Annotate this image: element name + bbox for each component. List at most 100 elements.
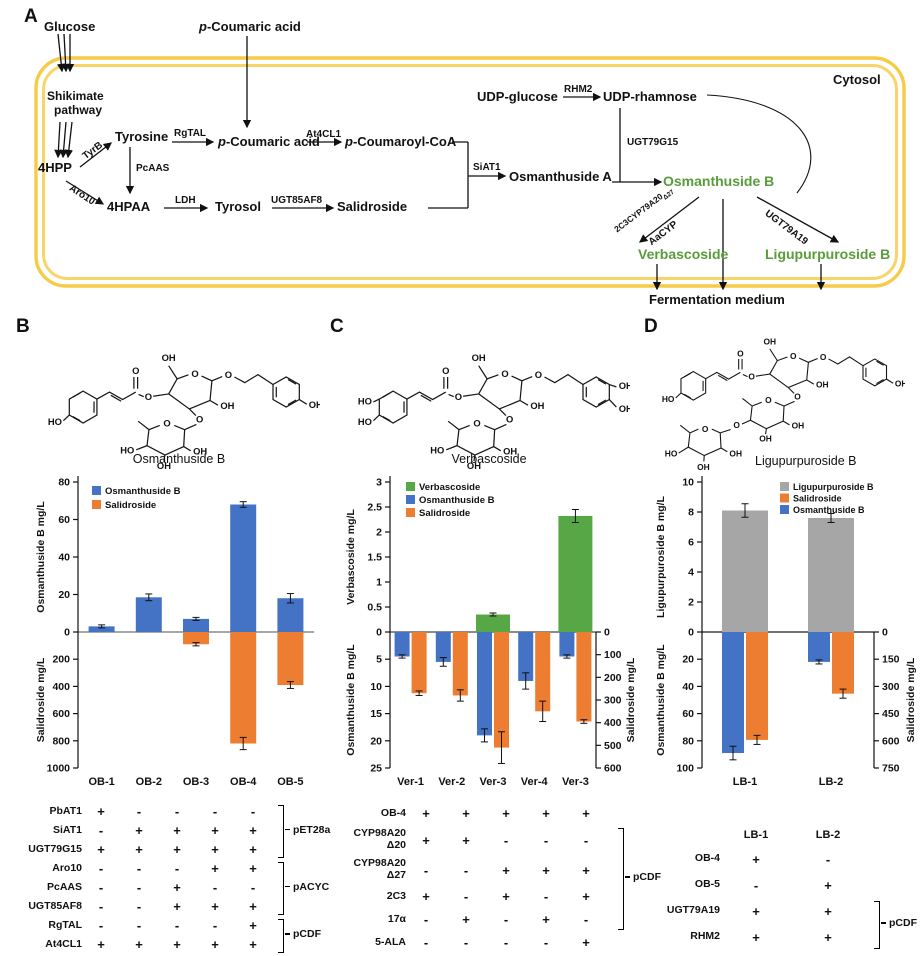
atom-label-o: O bbox=[765, 395, 772, 405]
bar-osmanthuside-b bbox=[808, 632, 830, 662]
chart-text: Osmanthuside B mg/L bbox=[35, 501, 47, 613]
condition-table-d: LB-1 LB-2 OB-4 + - OB-5 - + UGT79A19 + + RHM2 + + pCDF bbox=[662, 824, 917, 950]
presence-mark: + bbox=[502, 889, 510, 904]
presence-mark: + bbox=[211, 937, 219, 952]
table-row: PcAAS - - + - - bbox=[20, 878, 325, 897]
osmanthuside-b-structure: OH O O O O HO OH OH O O HO OH OH bbox=[48, 352, 320, 471]
bar-salidroside bbox=[832, 632, 854, 694]
presence-mark: + bbox=[422, 889, 430, 904]
enzyme-rhm2: RHM2 bbox=[564, 84, 593, 95]
presence-mark: - bbox=[98, 861, 104, 876]
presence-mark: + bbox=[582, 935, 590, 950]
chart-text: Ver-1 bbox=[397, 776, 424, 788]
table-row: UGT85AF8 - - + + + bbox=[20, 897, 325, 916]
node-udp-rhamnose: UDP-rhamnose bbox=[603, 89, 697, 104]
chart-text: 2 bbox=[376, 527, 382, 539]
chart-text: 600 bbox=[882, 735, 900, 747]
bar-osmanthuside-b bbox=[394, 632, 410, 657]
bar-osmanthuside-b bbox=[183, 618, 209, 632]
chart-text: OB-5 bbox=[277, 776, 303, 788]
presence-mark: + bbox=[135, 937, 143, 952]
legend-swatch-osmanthuside-b bbox=[92, 486, 101, 495]
presence-mark: - bbox=[583, 912, 589, 927]
chart-text: 400 bbox=[604, 717, 622, 729]
presence-mark: + bbox=[502, 806, 510, 821]
atom-label-o: O bbox=[820, 352, 827, 362]
presence-mark: - bbox=[825, 851, 831, 867]
presence-mark: + bbox=[824, 877, 832, 893]
label-fermentation-medium: Fermentation medium bbox=[649, 292, 785, 307]
pathway-arrows bbox=[54, 33, 840, 291]
atom-label-o: O bbox=[748, 372, 755, 382]
node-verbascoside: Verbascoside bbox=[638, 246, 729, 262]
bar-salidroside bbox=[411, 632, 427, 694]
chart-text: 750 bbox=[882, 763, 900, 775]
presence-mark: + bbox=[582, 806, 590, 821]
atom-label-oh: OH bbox=[467, 460, 481, 471]
table-row: RHM2 + + bbox=[662, 924, 912, 950]
presence-mark: - bbox=[136, 804, 142, 819]
presence-mark: + bbox=[173, 937, 181, 952]
panel-c-letter: C bbox=[330, 316, 344, 337]
chart-text: 10 bbox=[370, 681, 382, 693]
presence-mark: + bbox=[582, 889, 590, 904]
atom-label-ho: HO bbox=[358, 395, 372, 406]
compound-name-verbascoside: Verbascoside bbox=[451, 452, 527, 466]
atom-label-o: O bbox=[702, 424, 709, 434]
atom-label-o: O bbox=[163, 417, 170, 428]
atom-label-o: O bbox=[132, 365, 139, 376]
presence-mark: - bbox=[543, 889, 549, 904]
presence-mark: - bbox=[136, 899, 142, 914]
chart-text: Ligupurpuroside B mg/L bbox=[655, 495, 667, 617]
presence-mark: - bbox=[753, 877, 759, 893]
gene-label: OB-4 bbox=[694, 852, 720, 865]
plasmid-label: pCDF bbox=[625, 871, 661, 883]
presence-mark: - bbox=[423, 862, 429, 878]
table-row: OB-4 + + + + + bbox=[336, 802, 636, 825]
chart-text: 80 bbox=[58, 477, 70, 489]
chart-text: Verbascoside bbox=[419, 482, 480, 493]
table-row: 17α - + - + - bbox=[336, 908, 636, 931]
gene-label: 17α bbox=[387, 912, 406, 925]
bar-salidroside bbox=[452, 632, 468, 696]
presence-mark: + bbox=[97, 842, 105, 857]
chart-text: 1.5 bbox=[367, 552, 382, 564]
bar-osmanthuside-b bbox=[722, 632, 744, 754]
chart-text: 300 bbox=[882, 681, 900, 693]
chart-text: Osmanthuside B bbox=[419, 495, 495, 506]
atom-label-o: O bbox=[455, 391, 462, 402]
atom-label-oh: OH bbox=[697, 462, 710, 472]
node-4hpaa: 4HPAA bbox=[107, 199, 151, 214]
presence-mark: + bbox=[502, 862, 510, 878]
gene-label: UGT85AF8 bbox=[28, 899, 82, 912]
table-row: PbAT1 + - - - - bbox=[20, 802, 325, 821]
atom-label-ho: HO bbox=[662, 394, 675, 404]
atom-label-oh: OH bbox=[157, 460, 171, 471]
presence-mark: + bbox=[249, 842, 257, 857]
table-row: UGT79G15 + + + + + bbox=[20, 840, 325, 859]
chart-text: Ver-4 bbox=[521, 776, 549, 788]
chart-text: 1000 bbox=[47, 763, 71, 775]
chart-text: Ligupurpuroside B bbox=[793, 482, 874, 492]
atom-label-ho: HO bbox=[120, 445, 134, 456]
chart-text: OB-4 bbox=[230, 776, 257, 788]
bar-osmanthuside-b bbox=[559, 632, 575, 657]
chart-text: 2 bbox=[688, 597, 694, 609]
presence-mark: + bbox=[173, 823, 181, 838]
presence-mark: - bbox=[136, 880, 142, 895]
presence-mark: + bbox=[542, 806, 550, 821]
verbascoside-structure: OH O O O O HO HO OH OH OH O O HO OH OH bbox=[358, 352, 630, 471]
chart-text: 4 bbox=[688, 567, 694, 579]
presence-mark: + bbox=[542, 862, 550, 878]
chart-text: 10 bbox=[682, 477, 694, 489]
plasmid-bracket bbox=[278, 805, 284, 858]
plasmid-label: pCDF bbox=[285, 928, 321, 940]
atom-label-ho: HO bbox=[48, 416, 62, 427]
chart-text: 400 bbox=[52, 681, 70, 693]
chart-text: 600 bbox=[604, 763, 622, 775]
table-row: 5-ALA - - - - + bbox=[336, 931, 636, 954]
enzyme-siat1: SiAT1 bbox=[473, 162, 501, 173]
atom-label-oh: OH bbox=[162, 352, 176, 363]
bar-osmanthuside-b bbox=[518, 632, 534, 681]
